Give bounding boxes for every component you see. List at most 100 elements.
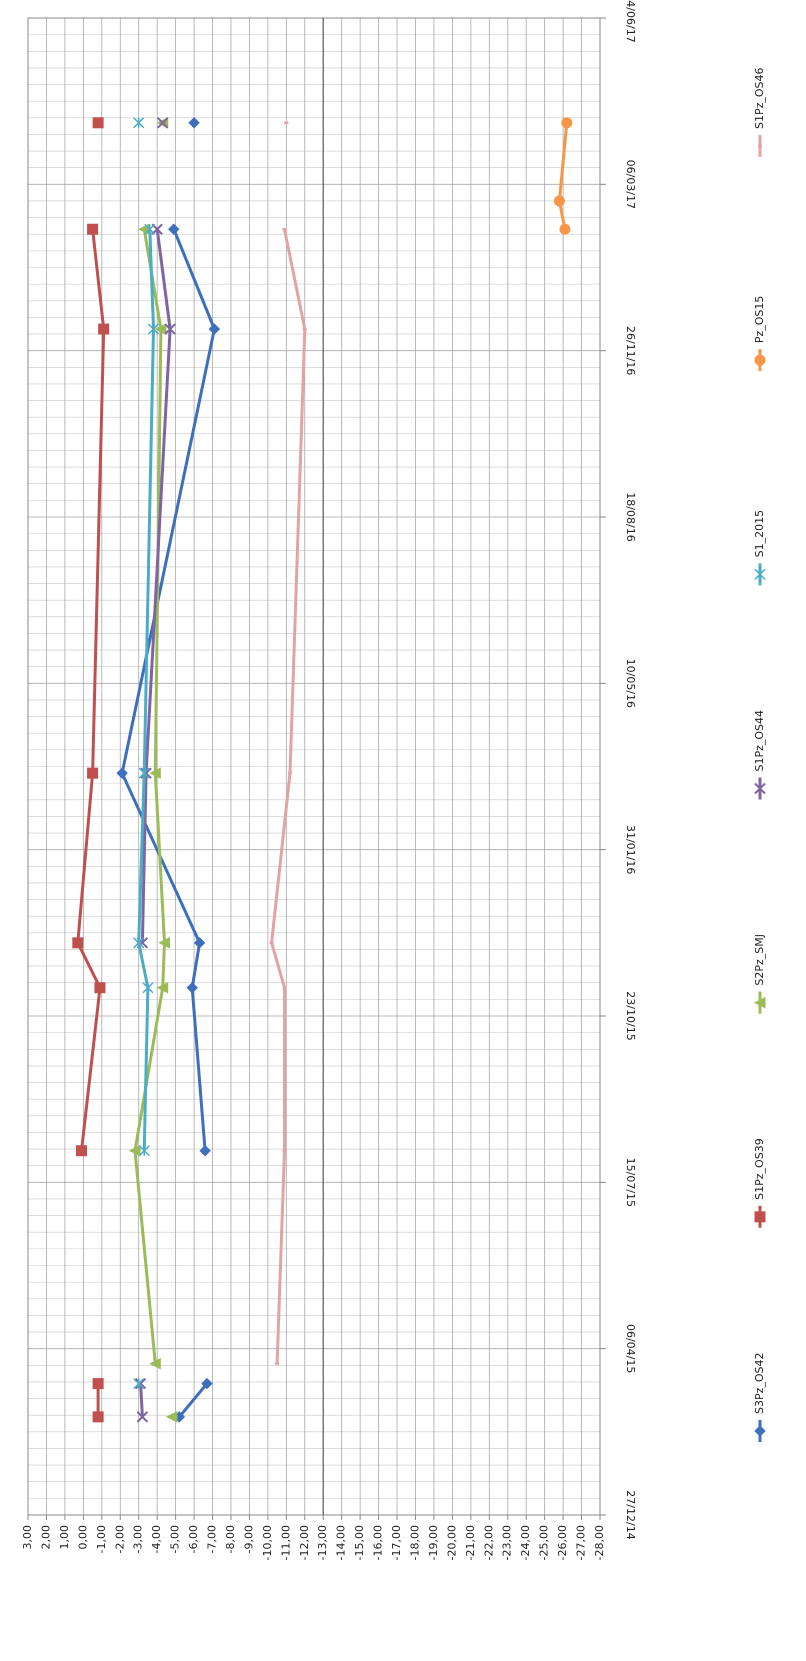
y-tick-label: -5,00 [169,1525,182,1553]
legend-label: S1Pz_OS46 [753,67,766,129]
y-tick-label: -26,00 [556,1525,569,1560]
marker [72,937,84,949]
y-tick-label: -25,00 [538,1525,551,1560]
marker [156,981,169,994]
y-tick-label: -11,00 [279,1525,292,1560]
x-tick-label: 06/04/15 [624,1324,637,1373]
marker [165,1411,178,1423]
marker [138,1145,150,1157]
x-tick-label: 23/10/15 [624,991,637,1040]
marker [147,323,160,335]
legend-item: S2Pz_SMJ [753,934,766,1014]
marker [168,223,180,235]
legend-label: Pz_OS15 [753,296,766,344]
y-tick-label: -27,00 [575,1525,588,1560]
y-tick-label: -12,00 [298,1525,311,1560]
legend-item: S3Pz_OS42 [753,1352,766,1442]
x-tick-label: 26/11/16 [624,326,637,375]
legend-item: S1Pz_OS39 [753,1138,766,1228]
legend-label: S1Pz_OS39 [753,1138,766,1200]
y-tick-label: -3,00 [132,1525,145,1553]
y-tick-label: -10,00 [261,1525,274,1560]
y-tick-label: 1,00 [58,1525,71,1550]
y-tick-label: -24,00 [519,1525,532,1560]
marker [87,767,99,779]
x-tick-label: 06/03/17 [624,160,637,209]
y-tick-label: 2,00 [39,1525,52,1550]
legend-item: S1_2015 [753,510,766,586]
marker [188,117,200,129]
y-tick-label: -9,00 [242,1525,255,1553]
x-tick-label: 18/08/16 [624,492,637,541]
y-tick-label: -20,00 [445,1525,458,1560]
marker [116,767,128,779]
marker [133,937,145,949]
legend-item: S1Pz_OS46 [753,67,766,157]
y-tick-label: -6,00 [187,1525,200,1553]
marker [92,1411,104,1423]
y-tick-label: 3,00 [21,1525,34,1550]
legend-label: S2Pz_SMJ [753,934,766,986]
y-tick-label: -14,00 [335,1525,348,1560]
marker [136,1411,149,1423]
marker [754,1211,766,1223]
marker [154,323,167,335]
marker [144,223,156,235]
marker [193,937,206,949]
x-tick-label: 10/05/16 [624,659,637,708]
marker [76,1145,88,1157]
marker [164,323,176,335]
x-tick-label: 31/01/16 [624,825,637,874]
legend-label: S1Pz_OS44 [753,710,766,772]
marker [158,937,171,949]
y-tick-label: -4,00 [150,1525,163,1553]
marker [133,117,145,129]
legend-label: S1_2015 [753,510,766,557]
legend-label: S3Pz_OS42 [753,1352,766,1414]
marker [186,982,198,994]
y-tick-label: -21,00 [464,1525,477,1560]
x-tick-label: 15/07/15 [624,1158,637,1207]
y-tick-label: -17,00 [390,1525,403,1560]
marker [140,767,152,779]
y-tick-label: -15,00 [353,1525,366,1560]
y-tick-label: -13,00 [316,1525,329,1560]
marker [134,1377,147,1390]
marker [753,996,766,1009]
x-tick-label: 27/12/14 [624,1490,637,1539]
y-tick-label: -1,00 [95,1525,108,1553]
marker [138,767,150,779]
marker [98,323,110,335]
marker [754,354,766,366]
y-tick-label: -28,00 [593,1525,606,1560]
marker [149,767,161,779]
marker [754,568,766,580]
marker [199,1145,211,1157]
marker [208,323,221,335]
marker [128,1144,141,1157]
marker [156,117,169,129]
marker [94,982,106,994]
y-tick-label: -16,00 [372,1525,385,1560]
series-line [272,123,305,1364]
legend-item: S1Pz_OS44 [753,710,766,800]
marker [201,1377,213,1390]
marker [87,223,99,235]
y-tick-label: -19,00 [427,1525,440,1560]
y-tick-label: -2,00 [113,1525,126,1553]
marker [754,782,766,795]
y-tick-label: 0,00 [76,1525,89,1550]
marker [92,1378,104,1390]
y-tick-label: -23,00 [501,1525,514,1560]
series-line [135,123,165,1364]
marker [133,1378,145,1390]
plot-frame [27,17,601,1516]
y-tick-label: -7,00 [206,1525,219,1553]
marker [149,1357,161,1370]
marker [553,195,565,207]
marker [561,117,573,129]
marker [754,1425,766,1437]
marker [92,117,104,129]
y-tick-label: -18,00 [408,1525,421,1560]
